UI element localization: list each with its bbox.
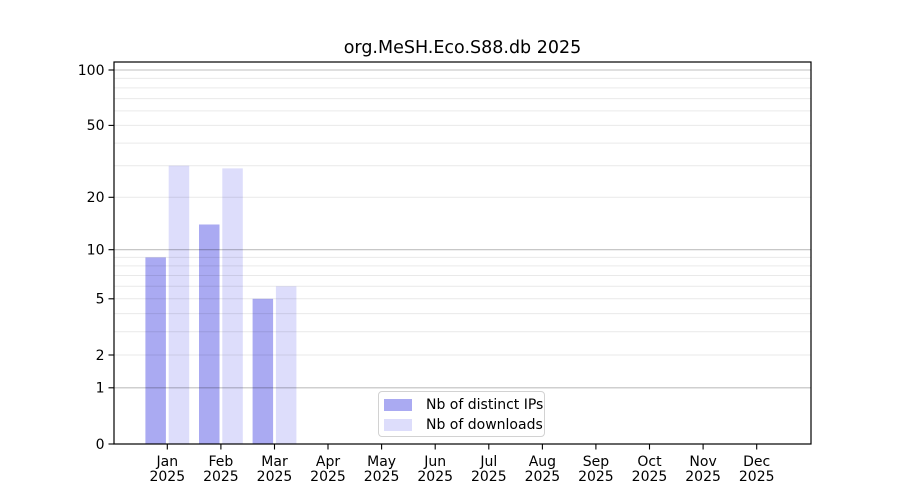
legend-swatch-downloads bbox=[384, 419, 412, 431]
bar bbox=[199, 224, 220, 444]
x-tick-label: Jan 2025 bbox=[149, 454, 185, 485]
legend-item-downloads: Nb of downloads bbox=[384, 415, 544, 435]
x-tick-label: Feb 2025 bbox=[203, 454, 239, 485]
y-tick-label: 2 bbox=[96, 348, 105, 364]
x-tick-label: May 2025 bbox=[364, 454, 400, 485]
bar bbox=[145, 257, 166, 444]
y-tick-label: 50 bbox=[87, 118, 105, 134]
y-tick-label: 5 bbox=[96, 292, 105, 308]
legend-swatch-distinct-ips bbox=[384, 399, 412, 411]
x-tick-label: Dec 2025 bbox=[739, 454, 775, 485]
bar bbox=[168, 165, 190, 444]
y-tick-label: 1 bbox=[96, 381, 105, 397]
x-tick-label: Nov 2025 bbox=[685, 454, 721, 485]
bar bbox=[222, 168, 243, 444]
x-tick-label: Aug 2025 bbox=[525, 454, 561, 485]
legend: Nb of distinct IPs Nb of downloads bbox=[378, 391, 545, 437]
x-tick-label: Apr 2025 bbox=[310, 454, 346, 485]
y-tick-label: 0 bbox=[96, 437, 105, 453]
legend-item-distinct-ips: Nb of distinct IPs bbox=[384, 395, 544, 415]
y-tick-label: 100 bbox=[78, 63, 105, 79]
bar bbox=[252, 298, 274, 444]
x-tick-label: Sep 2025 bbox=[578, 454, 614, 485]
x-tick-label: Mar 2025 bbox=[257, 454, 293, 485]
plot-frame bbox=[113, 61, 812, 445]
x-tick-label: Oct 2025 bbox=[632, 454, 668, 485]
legend-label-downloads: Nb of downloads bbox=[426, 417, 543, 433]
chart-title: org.MeSH.Eco.S88.db 2025 bbox=[344, 38, 582, 58]
x-tick-label: Jul 2025 bbox=[471, 454, 507, 485]
bar bbox=[275, 286, 297, 444]
x-tick-label: Jun 2025 bbox=[417, 454, 453, 485]
chart-layers: 0 1 2 5 10 20 50 100 Jan 2025 Feb 2025 Mar 2025 Apr 202… bbox=[78, 61, 812, 485]
y-tick-label: 20 bbox=[87, 190, 105, 206]
y-tick-label: 10 bbox=[87, 243, 105, 259]
legend-label-distinct-ips: Nb of distinct IPs bbox=[426, 397, 544, 413]
